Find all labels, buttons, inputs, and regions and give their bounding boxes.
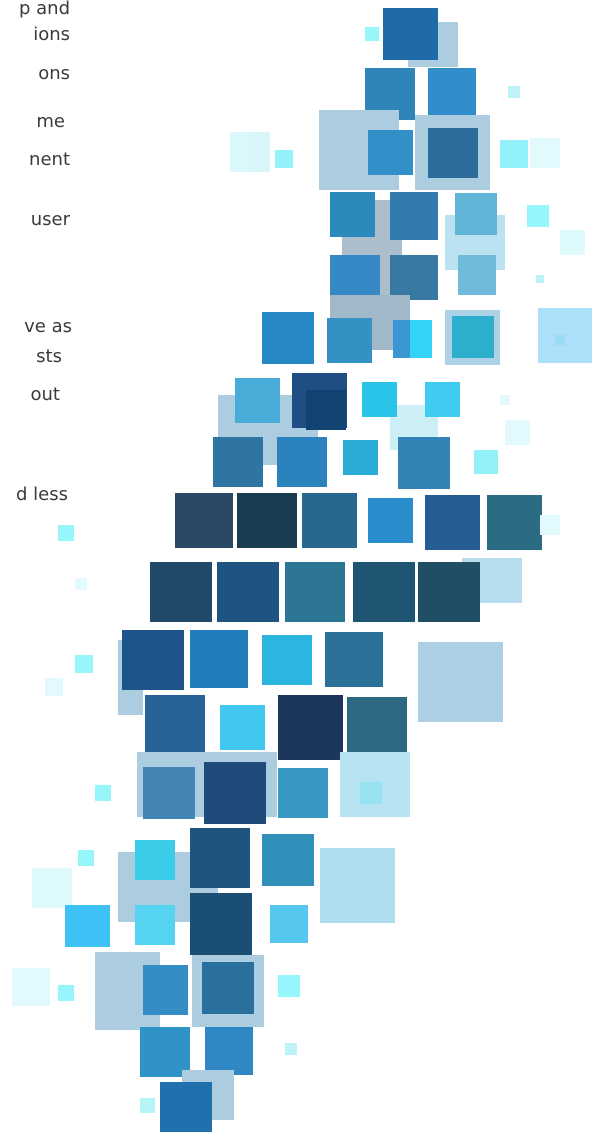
decoration — [12, 8, 592, 1132]
text-line: ions — [33, 24, 70, 45]
text-line: sts — [36, 346, 62, 367]
text-line: user — [31, 209, 71, 230]
text-line: nent — [29, 149, 70, 170]
text-fragments: p and ions ons me nent user ve as sts ou… — [16, 0, 72, 505]
text-line: ons — [38, 63, 70, 84]
text-line: ve as — [24, 316, 72, 337]
text-line: d less — [16, 484, 68, 505]
text-line: out — [31, 384, 60, 405]
text-line: me — [36, 111, 65, 132]
text-line: p and — [19, 0, 70, 19]
